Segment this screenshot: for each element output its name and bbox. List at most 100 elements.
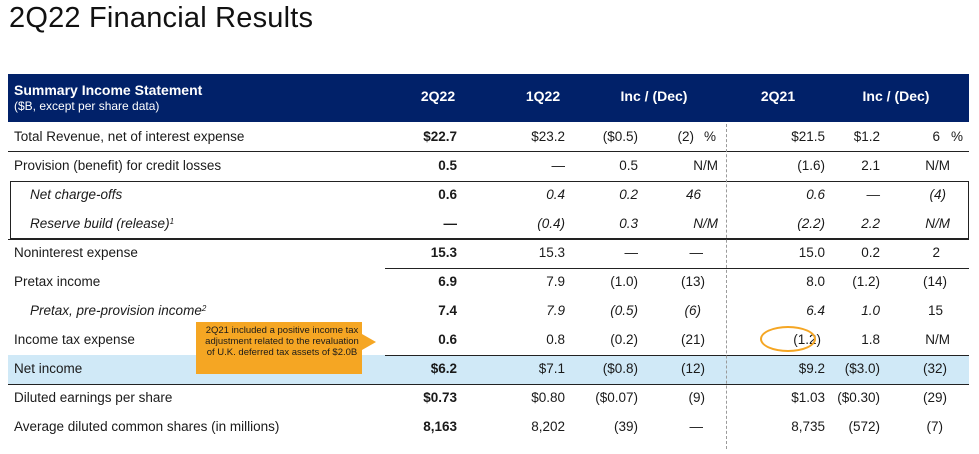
cell-pct-2: (4) — [929, 187, 947, 202]
cell-2q22: 7.4 — [438, 303, 457, 318]
cell-pct-1: (21) — [680, 332, 705, 347]
table-row: Net charge-offs 0.6 0.4 0.2 46 0.6 — (4) — [8, 181, 969, 210]
cell-pct-2: 6 — [932, 129, 940, 144]
cell-2q22: 0.6 — [438, 332, 457, 347]
cell-pct-2: N/M — [925, 216, 950, 231]
cell-pct-1: — — [689, 245, 704, 260]
cell-inc-dec-1: 0.5 — [619, 158, 638, 173]
cell-2q21: $1.03 — [791, 390, 825, 405]
row-label: Income tax expense — [14, 332, 135, 347]
cell-2q21: (1.6) — [797, 158, 825, 173]
column-divider — [726, 124, 727, 449]
header-label: Summary Income Statement — [14, 82, 203, 98]
cell-inc-dec-2: 1.8 — [861, 332, 880, 347]
separator-line — [385, 355, 969, 356]
row-label: Pretax income — [14, 274, 101, 289]
cell-inc-dec-1: ($0.07) — [595, 390, 638, 405]
cell-pct-1: (9) — [688, 390, 706, 405]
cell-inc-dec-1: (0.5) — [610, 303, 638, 318]
cell-pct-1: N/M — [693, 158, 718, 173]
cell-pct-2: N/M — [925, 332, 950, 347]
cell-inc-dec-2: 2.1 — [861, 158, 880, 173]
cell-1q22: 15.3 — [538, 245, 565, 260]
net-income-highlight — [8, 355, 969, 384]
cell-inc-dec-1: (39) — [613, 419, 638, 434]
cell-inc-dec-1: 0.3 — [619, 216, 638, 231]
separator-line — [8, 151, 969, 152]
table-row: Noninterest expense 15.3 15.3 — — 15.0 0… — [8, 239, 969, 268]
row-label: Diluted earnings per share — [14, 390, 173, 405]
cell-2q21: 6.4 — [806, 303, 825, 318]
table-row: Average diluted common shares (in millio… — [8, 413, 969, 442]
table-row: Diluted earnings per share $0.73 $0.80 (… — [8, 384, 969, 413]
separator-line — [385, 268, 969, 269]
cell-inc-dec-2: — — [866, 187, 881, 202]
cell-1q22: $23.2 — [531, 129, 565, 144]
row-label: Provision (benefit) for credit losses — [14, 158, 222, 173]
cell-pct-2: 2 — [932, 245, 940, 260]
col-header-2q21: 2Q21 — [760, 88, 796, 104]
row-label: Net charge-offs — [30, 187, 123, 202]
cell-2q21: 8,735 — [791, 419, 825, 434]
cell-inc-dec-1: ($0.5) — [602, 129, 638, 144]
row-label: Total Revenue, net of interest expense — [14, 129, 245, 144]
cell-2q21: 0.6 — [806, 187, 825, 202]
cell-inc-dec-2: (1.2) — [852, 274, 880, 289]
footnote-marker: 2 — [201, 304, 207, 313]
cell-1q22: (0.4) — [537, 216, 565, 231]
cell-1q22: 7.9 — [546, 274, 565, 289]
cell-2q22: $22.7 — [423, 129, 457, 144]
table-row: Income tax expense 0.6 0.8 (0.2) (21) (1… — [8, 326, 969, 355]
cell-inc-dec-1: ($0.8) — [602, 361, 638, 376]
cell-1q22: — — [551, 158, 566, 173]
cell-2q22: 8,163 — [423, 419, 457, 434]
cell-2q21: $9.2 — [798, 361, 825, 376]
cell-pct-1: — — [689, 419, 704, 434]
callout-shape — [196, 322, 376, 374]
separator-line — [8, 384, 969, 385]
cell-pct-1: N/M — [693, 216, 718, 231]
cell-inc-dec-1: 0.2 — [619, 187, 638, 202]
cell-2q22: $6.2 — [430, 361, 457, 376]
cell-1q22: $0.80 — [531, 390, 565, 405]
table-row: Pretax income 6.9 7.9 (1.0) (13) 8.0 (1.… — [8, 268, 969, 297]
cell-inc-dec-1: (0.2) — [610, 332, 638, 347]
page-title: 2Q22 Financial Results — [9, 2, 314, 34]
table-row: Net income $6.2 $7.1 ($0.8) (12) $9.2 ($… — [8, 355, 969, 384]
row-label: Net income — [14, 361, 83, 376]
cell-pct-1: (2) — [677, 129, 695, 144]
table-row: Total Revenue, net of interest expense $… — [8, 123, 969, 152]
callout-text: 2Q21 included a positive income tax adju… — [205, 325, 359, 359]
cell-pct-2: (14) — [922, 274, 947, 289]
col-header-1q22: 1Q22 — [525, 88, 561, 104]
cell-1q22: 0.8 — [546, 332, 565, 347]
highlight-oval — [760, 326, 816, 352]
table-row: Reserve build (release)1 — (0.4) 0.3 N/M… — [8, 210, 969, 239]
col-header-2q22: 2Q22 — [420, 88, 456, 104]
cell-inc-dec-2: 1.0 — [861, 303, 880, 318]
cell-inc-dec-2: (572) — [848, 419, 880, 434]
cell-pct-2: N/M — [925, 158, 950, 173]
cell-1q22: 7.9 — [546, 303, 565, 318]
cell-inc-dec-2: ($0.30) — [837, 390, 880, 405]
col-header-inc-dec-2: Inc / (Dec) — [862, 88, 930, 104]
cell-pct-2: (7) — [926, 419, 944, 434]
col-header-inc-dec-1: Inc / (Dec) — [620, 88, 688, 104]
table-row: Pretax, pre-provision income2 7.4 7.9 (0… — [8, 297, 969, 326]
cell-pct-1: (12) — [680, 361, 705, 376]
separator-line — [8, 239, 969, 240]
cell-inc-dec-1: — — [624, 245, 639, 260]
row-label: Average diluted common shares (in millio… — [14, 419, 280, 434]
row-label: Noninterest expense — [14, 245, 138, 260]
footnote-marker: 1 — [169, 217, 175, 226]
cell-2q21: (2.2) — [797, 216, 825, 231]
cell-2q22: 6.9 — [438, 274, 457, 289]
cell-inc-dec-2: 0.2 — [861, 245, 880, 260]
cell-2q22: $0.73 — [423, 390, 457, 405]
tax-adjustment-callout: 2Q21 included a positive income tax adju… — [196, 322, 376, 374]
row-label: Pretax, pre-provision income — [30, 303, 202, 318]
table-row: Provision (benefit) for credit losses 0.… — [8, 152, 969, 181]
cell-pct-sign-2: % — [950, 129, 963, 144]
cell-pct-2: 15 — [927, 303, 943, 318]
charge-offs-box — [10, 181, 969, 239]
